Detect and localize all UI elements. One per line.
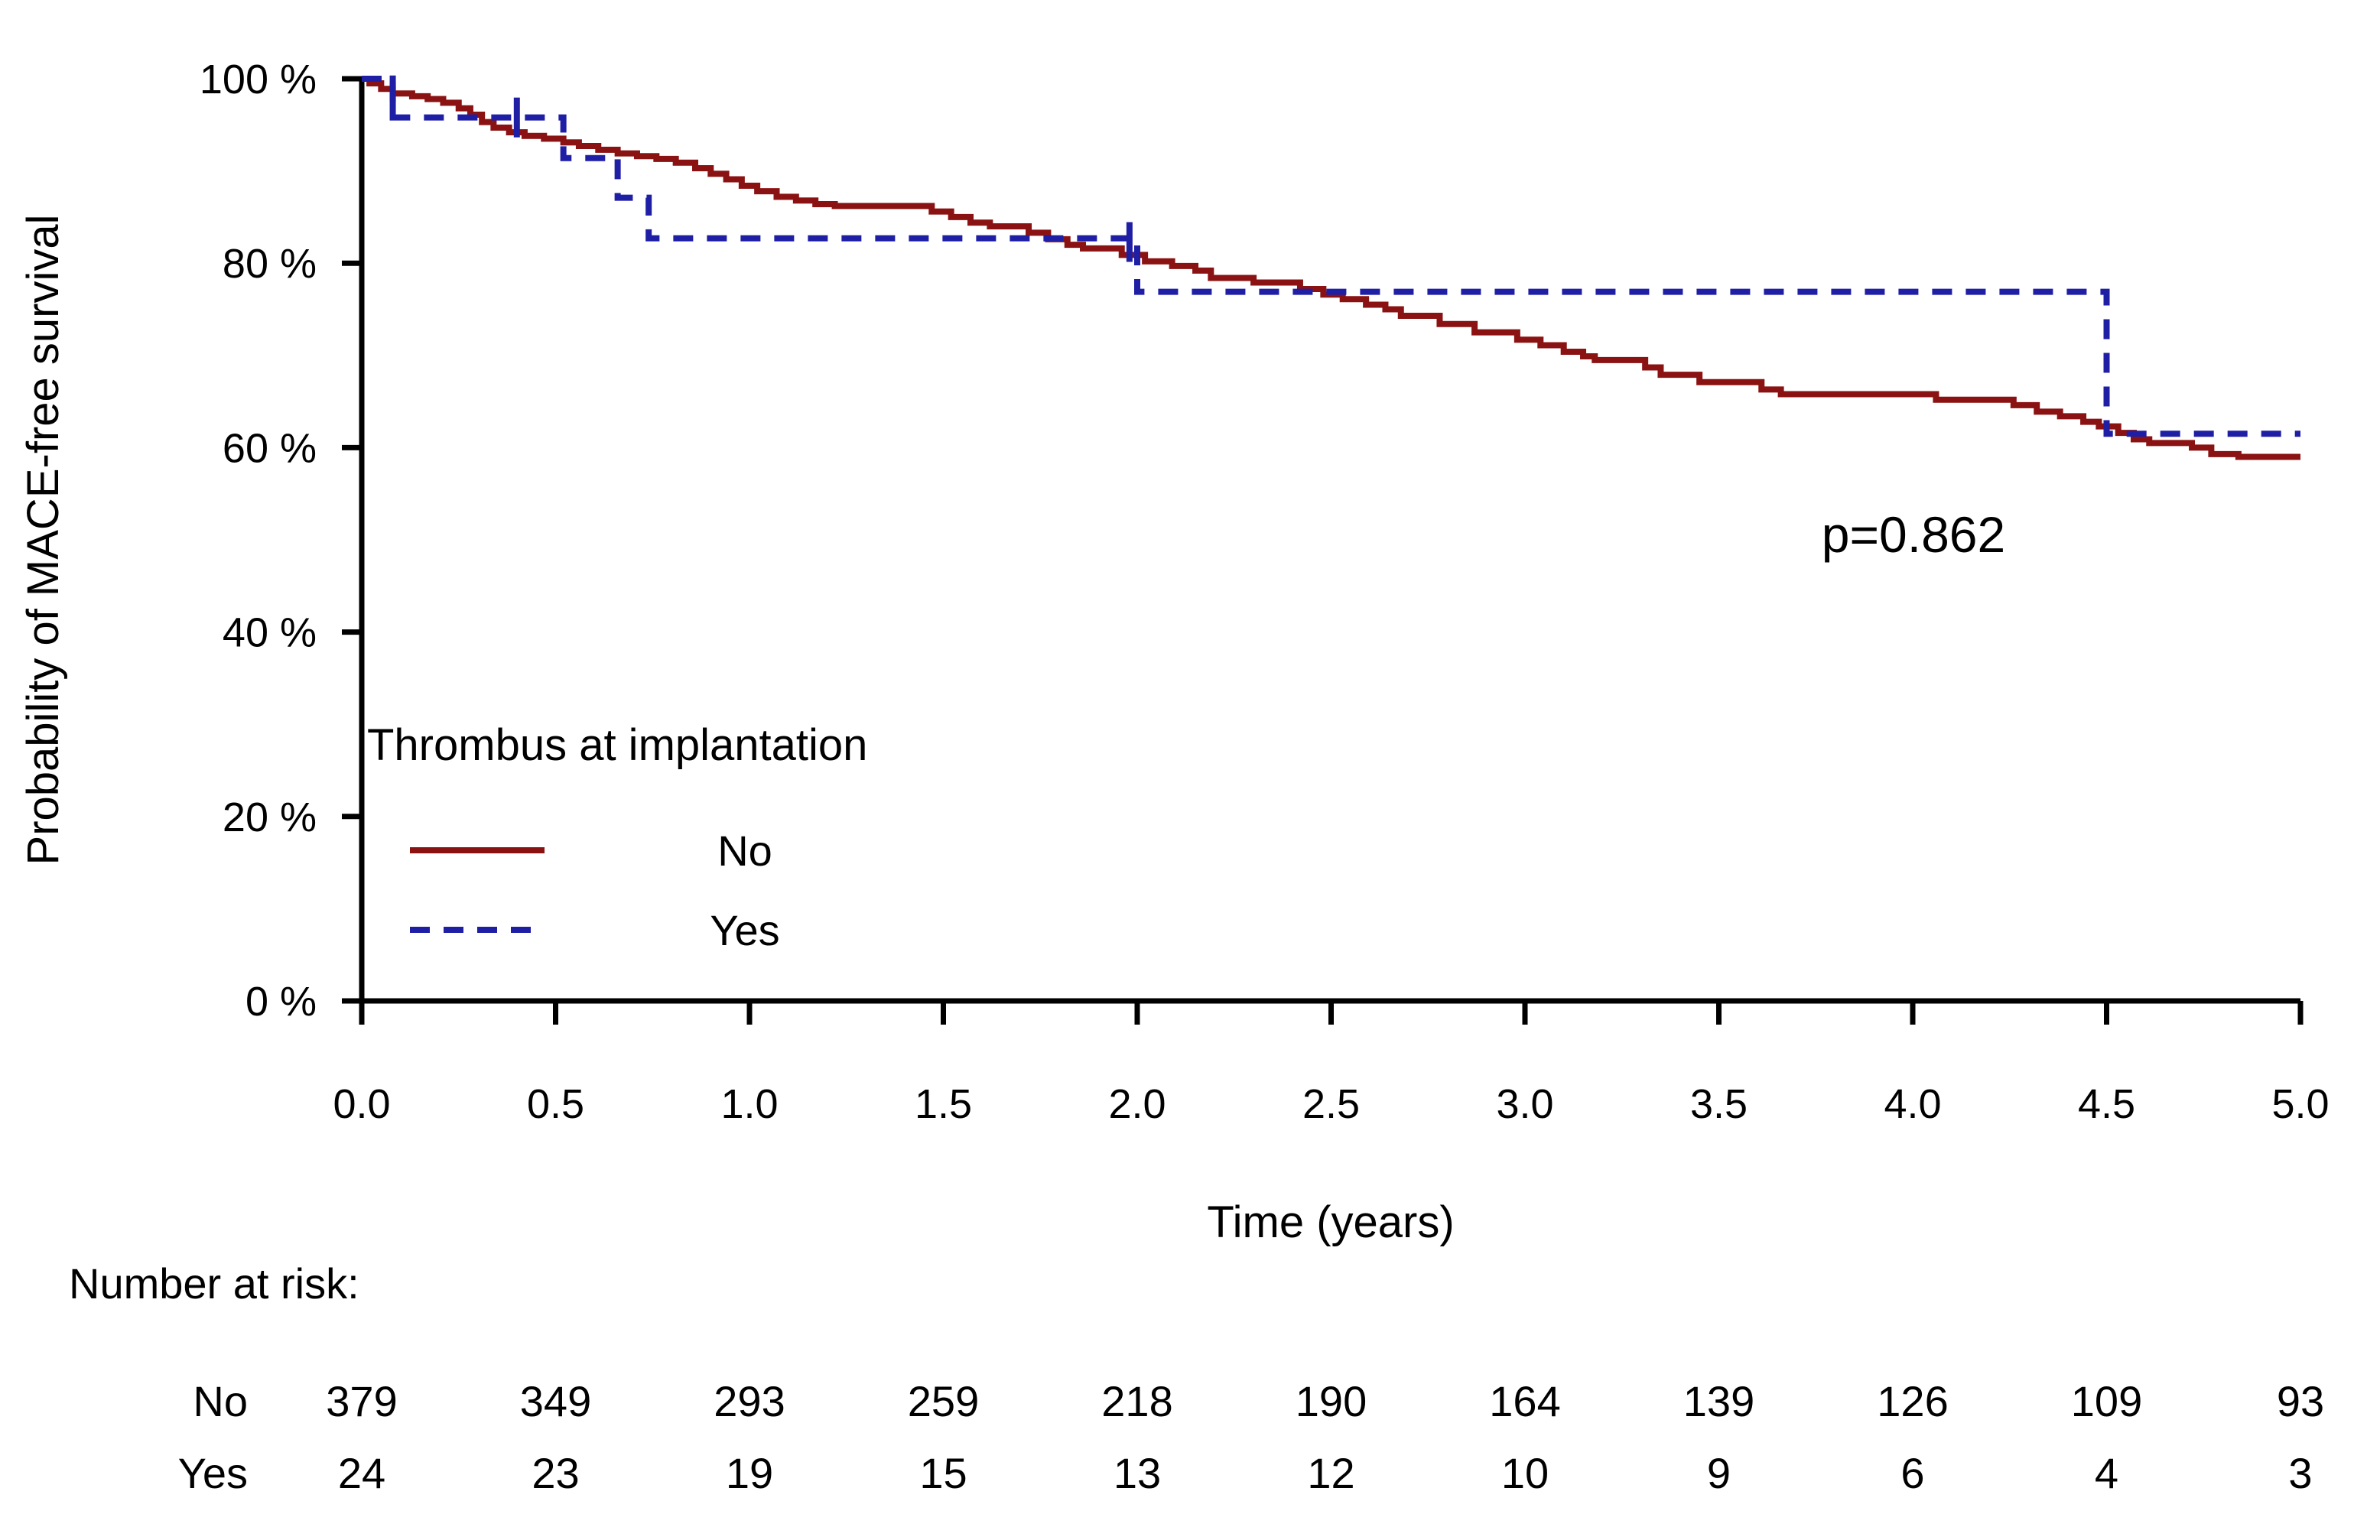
risk-value: 10 — [1501, 1449, 1549, 1497]
legend: Thrombus at implantation No Yes — [367, 720, 867, 954]
y-axis-tick-labels: 0 % 20 % 40 % 60 % 80 % 100 % — [200, 57, 317, 1025]
y-tick-label: 60 % — [223, 425, 317, 471]
risk-value: 164 — [1489, 1377, 1560, 1425]
curve-no — [362, 76, 2300, 460]
risk-value: 190 — [1296, 1377, 1367, 1425]
risk-value: 6 — [1900, 1449, 1924, 1497]
x-tick-label: 4.0 — [1884, 1081, 1941, 1127]
x-tick-label: 0.0 — [333, 1081, 390, 1127]
risk-value: 23 — [532, 1449, 579, 1497]
risk-value: 13 — [1114, 1449, 1161, 1497]
risk-row-label-yes: Yes — [178, 1449, 248, 1497]
risk-value: 349 — [520, 1377, 591, 1425]
y-tick-label: 80 % — [223, 241, 317, 287]
y-axis-ticks — [342, 76, 362, 1004]
p-value-annotation: p=0.862 — [1822, 506, 2005, 563]
curve-yes — [362, 76, 2300, 437]
x-axis-title: Time (years) — [1207, 1197, 1454, 1247]
risk-value: 4 — [2095, 1449, 2118, 1497]
risk-table-header: Number at risk: — [69, 1259, 359, 1308]
risk-row-no: No 379 349 293 259 218 190 164 139 126 109 93 — [193, 1377, 2324, 1425]
x-tick-label: 2.5 — [1302, 1081, 1360, 1127]
risk-row-label-no: No — [193, 1377, 248, 1425]
risk-value: 293 — [714, 1377, 785, 1425]
risk-row-yes: Yes 24 23 19 15 13 12 10 9 6 4 3 — [178, 1449, 2313, 1497]
x-tick-label: 5.0 — [2271, 1081, 2329, 1127]
y-tick-label: 20 % — [223, 794, 317, 840]
x-tick-label: 1.5 — [915, 1081, 972, 1127]
axes: 0 % 20 % 40 % 60 % 80 % 100 % 0.0 0.5 1.0 1.5 2.0… — [200, 57, 2330, 1127]
risk-value: 379 — [326, 1377, 397, 1425]
risk-value: 93 — [2277, 1377, 2324, 1425]
x-tick-label: 2.0 — [1108, 1081, 1166, 1127]
risk-value: 109 — [2071, 1377, 2142, 1425]
legend-title: Thrombus at implantation — [367, 720, 867, 770]
x-tick-label: 3.0 — [1496, 1081, 1553, 1127]
risk-table: Number at risk: No 379 349 293 259 218 190 164 1… — [69, 1259, 2324, 1497]
y-tick-label: 100 % — [200, 57, 317, 102]
risk-value: 139 — [1683, 1377, 1754, 1425]
risk-value: 3 — [2288, 1449, 2312, 1497]
risk-value: 126 — [1877, 1377, 1948, 1425]
risk-value: 12 — [1307, 1449, 1354, 1497]
risk-value: 19 — [726, 1449, 773, 1497]
x-tick-label: 0.5 — [527, 1081, 584, 1127]
y-tick-label: 0 % — [245, 979, 317, 1025]
y-axis-title: Probability of MACE-free survival — [18, 215, 68, 866]
legend-label-yes: Yes — [710, 906, 779, 954]
x-tick-label: 3.5 — [1690, 1081, 1748, 1127]
x-tick-label: 4.5 — [2078, 1081, 2135, 1127]
risk-value: 15 — [919, 1449, 967, 1497]
risk-value: 9 — [1707, 1449, 1731, 1497]
legend-label-no: No — [717, 827, 772, 875]
y-tick-label: 40 % — [223, 610, 317, 656]
x-tick-label: 1.0 — [720, 1081, 778, 1127]
risk-value: 218 — [1101, 1377, 1172, 1425]
risk-value: 24 — [338, 1449, 385, 1497]
legend-item-no: No — [410, 827, 772, 875]
risk-value: 259 — [908, 1377, 979, 1425]
survival-curves — [362, 76, 2300, 460]
legend-item-yes: Yes — [410, 906, 780, 954]
censor-marks — [389, 75, 1133, 262]
x-axis-ticks — [359, 1001, 2304, 1025]
x-axis-tick-labels: 0.0 0.5 1.0 1.5 2.0 2.5 3.0 3.5 4.0 4.5 5.0 — [333, 1081, 2329, 1127]
